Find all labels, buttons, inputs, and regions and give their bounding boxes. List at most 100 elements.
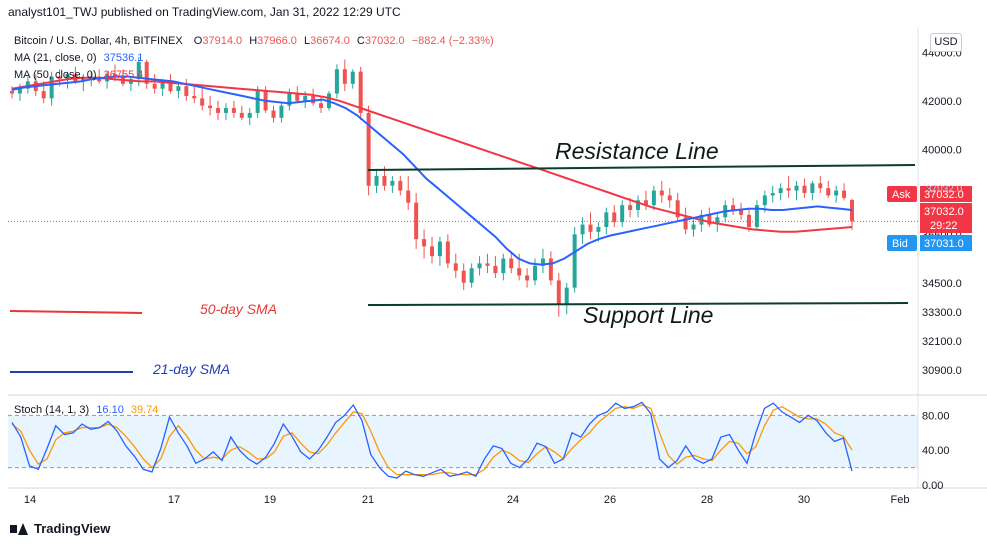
- price-tick-label: 30900.0: [922, 365, 962, 377]
- time-tick-label: 21: [362, 494, 374, 506]
- last-price-value: 37032.0: [924, 206, 964, 218]
- bar-countdown: 29:22: [930, 220, 958, 232]
- price-tick-label: 34500.0: [922, 278, 962, 290]
- ask-price-tag: [920, 186, 972, 202]
- resistance-label: Resistance Line: [555, 138, 719, 164]
- candle: [509, 258, 514, 269]
- candle: [533, 265, 538, 281]
- ma50-legend[interactable]: MA (50, close, 0) 36755.4: [14, 69, 143, 81]
- candle: [842, 190, 847, 198]
- candle: [850, 199, 854, 222]
- open-label: O: [193, 35, 203, 47]
- candle: [192, 95, 197, 99]
- candle: [41, 91, 46, 99]
- ask-tag-label: Ask: [892, 189, 911, 201]
- resistance-trendline: [367, 164, 916, 171]
- time-tick-label: 24: [507, 494, 519, 506]
- low-value: 36674.0: [310, 35, 350, 47]
- candle: [160, 81, 165, 89]
- price-tick-label: 42000.0: [922, 96, 962, 108]
- candle: [437, 241, 442, 257]
- candle: [754, 205, 759, 227]
- ma50-value: 36755.4: [103, 69, 144, 81]
- candle: [564, 287, 569, 305]
- ma50-label: MA (50, close, 0): [14, 69, 97, 81]
- stoch-legend[interactable]: Stoch (14, 1, 3) 16.10 39.74: [14, 404, 158, 416]
- candle: [152, 83, 157, 89]
- candle: [659, 190, 664, 196]
- stoch-tick-label: 80.00: [922, 410, 950, 422]
- candle: [295, 93, 300, 101]
- candle: [390, 180, 395, 186]
- time-tick-label: 30: [798, 494, 810, 506]
- candle: [786, 188, 791, 191]
- candle: [176, 86, 181, 92]
- candle: [231, 108, 236, 113]
- candle: [556, 280, 561, 305]
- candle: [406, 190, 411, 203]
- close-value: 37032.0: [364, 35, 405, 47]
- last-price-tag: [920, 203, 972, 233]
- published-text: analyst101_TWJ published on TradingView.…: [8, 5, 401, 19]
- candle: [279, 105, 284, 118]
- candle: [739, 210, 744, 215]
- sma50-label: 50-day SMA: [200, 301, 277, 317]
- candle: [636, 200, 641, 210]
- stoch-k-line: [11, 401, 853, 479]
- candle: [691, 224, 696, 230]
- candle: [707, 214, 712, 225]
- candle: [374, 176, 379, 186]
- sma21-line: [11, 75, 853, 266]
- high-label: H: [249, 35, 258, 47]
- time-tick-label: 26: [604, 494, 616, 506]
- tradingview-footer[interactable]: TradingView: [10, 521, 110, 536]
- candle: [604, 212, 609, 227]
- close-label: C: [356, 35, 365, 47]
- bid-price-value: 37031.0: [924, 238, 964, 250]
- candle: [525, 275, 530, 281]
- ma21-legend[interactable]: MA (21, close, 0) 37536.1: [14, 52, 143, 64]
- tradingview-logo-icon: [10, 522, 28, 535]
- overlap-price-value: 37032.0: [926, 184, 963, 195]
- candle: [715, 217, 720, 225]
- high-value: 37966.0: [257, 35, 297, 47]
- stoch-tick-label: 0.00: [922, 480, 943, 492]
- candle: [255, 91, 260, 113]
- candle: [540, 258, 545, 266]
- candle: [223, 108, 228, 113]
- candle: [794, 185, 799, 191]
- candle: [548, 258, 553, 281]
- candle: [334, 69, 339, 94]
- candle: [493, 265, 498, 274]
- currency-selector[interactable]: USD: [930, 33, 962, 52]
- candle: [342, 69, 347, 84]
- candle: [572, 234, 577, 288]
- symbol-legend: Bitcoin / U.S. Dollar, 4h, BITFINEX O 379…: [14, 35, 494, 47]
- candle: [366, 112, 371, 186]
- symbol-title: Bitcoin / U.S. Dollar, 4h, BITFINEX: [14, 35, 183, 47]
- ma21-label: MA (21, close, 0): [14, 52, 97, 64]
- candle: [136, 61, 141, 79]
- candle: [49, 76, 54, 99]
- price-tick-label: 32100.0: [922, 336, 962, 348]
- candle: [65, 74, 70, 79]
- candle: [762, 195, 767, 206]
- candle: [200, 98, 205, 106]
- ma21-value: 37536.1: [103, 52, 144, 64]
- candle: [311, 95, 316, 104]
- candle: [10, 91, 14, 94]
- stoch-tick-label: 40.00: [922, 445, 950, 457]
- candle: [620, 205, 625, 223]
- candle: [382, 176, 387, 186]
- stoch-d-value: 39.74: [130, 404, 159, 416]
- candle: [287, 93, 292, 106]
- stoch-d-line: [11, 404, 853, 476]
- candle: [208, 105, 213, 109]
- candle: [746, 214, 751, 227]
- candle: [770, 193, 775, 196]
- candle: [778, 188, 783, 194]
- ask-price-value: 37032.0: [924, 189, 964, 201]
- candle: [802, 185, 807, 194]
- candle: [477, 263, 482, 269]
